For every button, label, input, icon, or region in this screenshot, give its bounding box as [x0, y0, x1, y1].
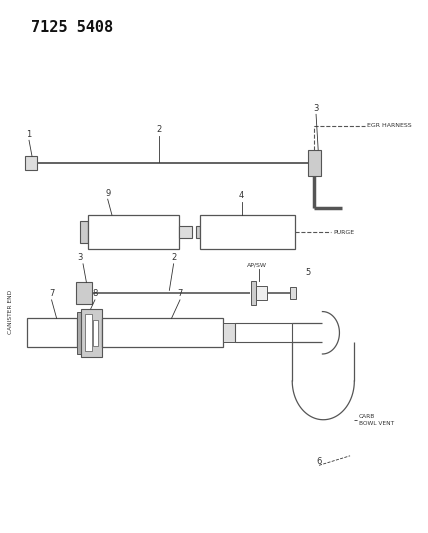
Text: 1: 1: [27, 130, 32, 139]
Bar: [76, 282, 92, 304]
Text: 7: 7: [49, 289, 54, 298]
Text: CANISTER END: CANISTER END: [8, 289, 13, 334]
Bar: [93, 319, 98, 346]
Bar: [80, 221, 88, 243]
Text: 3: 3: [77, 253, 83, 262]
Text: 7125 5408: 7125 5408: [31, 20, 113, 35]
Text: 4: 4: [239, 191, 244, 200]
Bar: [179, 225, 192, 238]
Bar: [308, 150, 321, 176]
Text: 3: 3: [313, 104, 319, 113]
Bar: [290, 287, 296, 300]
Text: PURGE: PURGE: [333, 230, 354, 235]
Text: 2: 2: [156, 125, 161, 134]
Text: 5: 5: [305, 268, 310, 277]
Bar: [88, 215, 179, 249]
Bar: [235, 323, 292, 342]
Bar: [81, 309, 102, 357]
Bar: [25, 156, 37, 170]
Bar: [102, 318, 223, 347]
Bar: [223, 323, 235, 342]
Text: 6: 6: [316, 457, 322, 466]
Text: 7: 7: [177, 289, 183, 298]
Bar: [77, 312, 81, 354]
Text: CARB
BOWL VENT: CARB BOWL VENT: [359, 414, 394, 425]
Bar: [251, 281, 256, 305]
Bar: [27, 318, 77, 347]
Bar: [256, 286, 267, 301]
Text: 8: 8: [92, 289, 98, 298]
Bar: [199, 215, 295, 249]
Text: EGR HARNESS: EGR HARNESS: [367, 124, 412, 128]
Bar: [196, 225, 199, 238]
Text: 2: 2: [171, 253, 176, 262]
Text: 9: 9: [105, 189, 110, 198]
Bar: [85, 314, 92, 351]
Text: AP/SW: AP/SW: [247, 263, 267, 268]
